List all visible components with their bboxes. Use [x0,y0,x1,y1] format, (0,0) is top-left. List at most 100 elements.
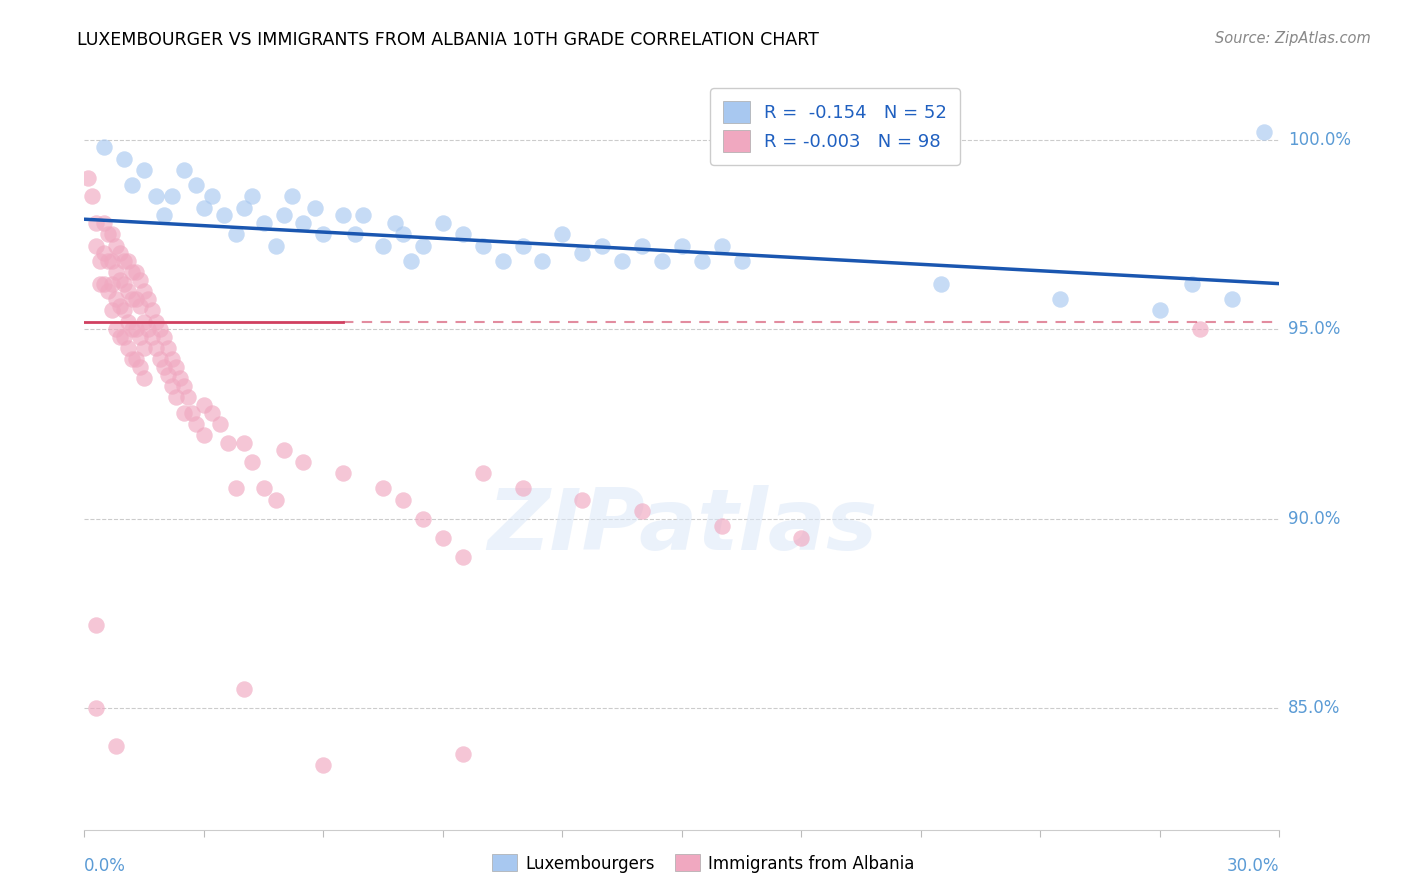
Point [471,466,494,480]
Point [160,352,183,367]
Point [105,265,128,279]
Point [612,253,634,268]
Point [132,284,156,298]
Point [240,189,263,203]
Point [232,682,254,697]
Point [392,492,415,507]
Point [208,417,231,431]
Text: 85.0%: 85.0% [1288,699,1340,717]
Point [731,253,754,268]
Point [217,435,239,450]
Text: ZIPatlas: ZIPatlas [486,484,877,568]
Text: 100.0%: 100.0% [1288,130,1351,149]
Point [117,341,139,355]
Point [121,322,143,336]
Point [201,405,224,419]
Point [129,299,152,313]
Point [132,162,156,177]
Point [571,246,593,260]
Point [292,455,315,469]
Point [690,253,713,268]
Point [591,238,613,252]
Point [112,277,135,291]
Point [157,368,180,382]
Point [93,277,115,291]
Point [153,329,176,343]
Legend: Luxembourgers, Immigrants from Albania: Luxembourgers, Immigrants from Albania [485,847,921,880]
Point [273,443,295,458]
Point [1181,277,1204,291]
Point [232,435,254,450]
Point [86,216,108,230]
Point [93,246,115,260]
Point [181,405,204,419]
Point [112,303,135,318]
Point [1049,292,1071,306]
Point [145,341,167,355]
Point [125,265,148,279]
Point [145,314,167,328]
Point [82,189,104,203]
Point [160,379,183,393]
Point [157,341,180,355]
Point [112,253,135,268]
Point [129,273,152,287]
Point [671,238,693,252]
Point [160,189,183,203]
Point [790,531,813,545]
Point [149,322,172,336]
Point [165,390,187,404]
Point [512,481,534,495]
Point [132,341,156,355]
Point [93,216,115,230]
Point [153,359,176,374]
Point [136,322,159,336]
Point [193,428,215,442]
Point [240,455,263,469]
Point [89,253,111,268]
Point [112,152,135,166]
Point [105,292,128,306]
Point [136,292,159,306]
Point [929,277,952,291]
Point [97,284,120,298]
Point [273,208,295,222]
Point [110,273,132,287]
Point [173,405,195,419]
Point [312,227,335,242]
Text: 95.0%: 95.0% [1288,320,1340,338]
Point [412,238,434,252]
Legend: R =  -0.154   N = 52, R = -0.003   N = 98: R = -0.154 N = 52, R = -0.003 N = 98 [710,88,960,164]
Point [121,265,143,279]
Point [384,216,406,230]
Point [132,371,156,385]
Point [117,253,139,268]
Point [512,238,534,252]
Point [93,140,115,154]
Point [141,329,163,343]
Point [631,504,654,518]
Point [193,201,215,215]
Point [129,359,152,374]
Point [212,208,235,222]
Point [105,238,128,252]
Point [110,329,132,343]
Point [86,617,108,632]
Point [193,398,215,412]
Point [121,352,143,367]
Point [86,238,108,252]
Point [1149,303,1171,318]
Point [149,352,172,367]
Point [292,216,315,230]
Text: LUXEMBOURGER VS IMMIGRANTS FROM ALBANIA 10TH GRADE CORRELATION CHART: LUXEMBOURGER VS IMMIGRANTS FROM ALBANIA … [77,31,820,49]
Point [225,481,247,495]
Point [651,253,673,268]
Point [105,739,128,753]
Point [97,253,120,268]
Point [165,359,187,374]
Point [86,701,108,715]
Point [125,352,148,367]
Point [373,238,395,252]
Point [399,253,422,268]
Point [471,238,494,252]
